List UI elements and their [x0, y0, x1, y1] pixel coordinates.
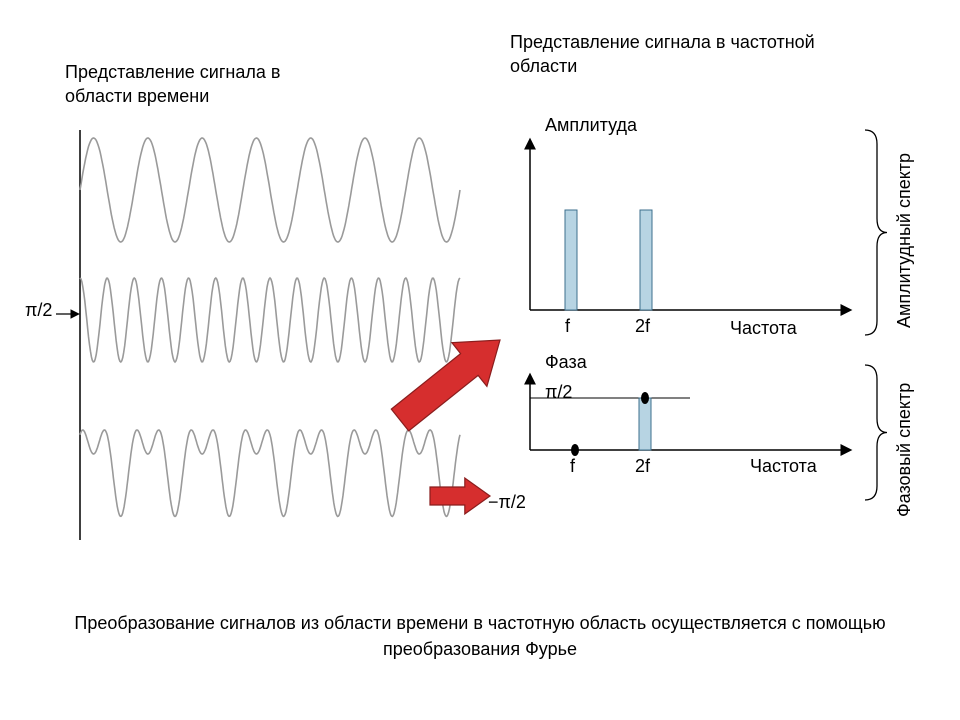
diagram-svg: [0, 0, 960, 720]
